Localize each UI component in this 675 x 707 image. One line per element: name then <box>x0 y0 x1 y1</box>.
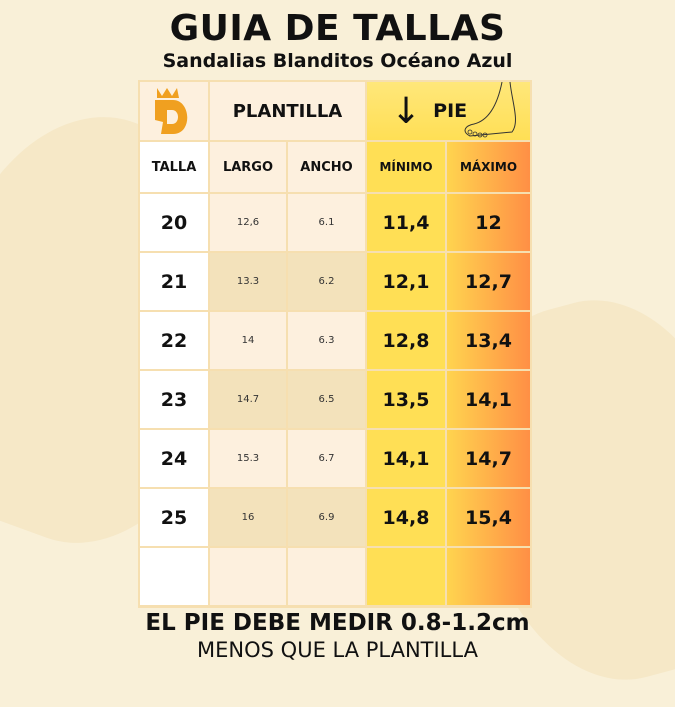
page-title: GUIA DE TALLAS <box>169 8 506 49</box>
cell-largo: 14 <box>210 312 286 369</box>
cell-min: 12,1 <box>367 253 445 310</box>
logo-cell <box>140 82 208 140</box>
cell-ancho: 6.7 <box>288 430 365 487</box>
cell-min: 11,4 <box>367 194 445 251</box>
empty-cell <box>447 548 530 605</box>
cell-talla: 25 <box>140 489 208 546</box>
page-subtitle: Sandalias Blanditos Océano Azul <box>162 50 513 72</box>
cell-largo: 15.3 <box>210 430 286 487</box>
footer-note-bold: EL PIE DEBE MEDIR 0.8-1.2cm <box>145 610 530 636</box>
cell-max: 13,4 <box>447 312 530 369</box>
cell-min: 14,8 <box>367 489 445 546</box>
cell-max: 14,7 <box>447 430 530 487</box>
empty-cell <box>367 548 445 605</box>
ancho-header: ANCHO <box>288 142 365 192</box>
cell-max: 12 <box>447 194 530 251</box>
cell-largo: 12,6 <box>210 194 286 251</box>
empty-cell <box>288 548 365 605</box>
cell-talla: 24 <box>140 430 208 487</box>
empty-cell <box>210 548 286 605</box>
cell-min: 14,1 <box>367 430 445 487</box>
size-table: PLANTILLA ↓ PIE TALLA LARGO ANCHO MÍNIMO… <box>138 80 532 608</box>
cell-ancho: 6.1 <box>288 194 365 251</box>
brand-logo-icon <box>155 88 188 134</box>
cell-max: 15,4 <box>447 489 530 546</box>
foot-icon <box>464 82 516 138</box>
maximo-header: MÁXIMO <box>447 142 530 192</box>
cell-talla: 20 <box>140 194 208 251</box>
cell-ancho: 6.2 <box>288 253 365 310</box>
empty-cell <box>140 548 208 605</box>
cell-talla: 21 <box>140 253 208 310</box>
cell-largo: 13.3 <box>210 253 286 310</box>
cell-largo: 16 <box>210 489 286 546</box>
cell-ancho: 6.5 <box>288 371 365 428</box>
cell-max: 14,1 <box>447 371 530 428</box>
footer-note: MENOS QUE LA PLANTILLA <box>197 638 478 662</box>
cell-min: 13,5 <box>367 371 445 428</box>
pie-header: ↓ PIE <box>367 82 530 140</box>
cell-talla: 22 <box>140 312 208 369</box>
cell-talla: 23 <box>140 371 208 428</box>
cell-max: 12,7 <box>447 253 530 310</box>
cell-ancho: 6.9 <box>288 489 365 546</box>
minimo-header: MÍNIMO <box>367 142 445 192</box>
largo-header: LARGO <box>210 142 286 192</box>
cell-largo: 14.7 <box>210 371 286 428</box>
arrow-down-icon: ↓ <box>391 90 422 132</box>
pie-label: PIE <box>433 100 468 122</box>
cell-min: 12,8 <box>367 312 445 369</box>
talla-header: TALLA <box>140 142 208 192</box>
plantilla-header: PLANTILLA <box>210 82 365 140</box>
cell-ancho: 6.3 <box>288 312 365 369</box>
